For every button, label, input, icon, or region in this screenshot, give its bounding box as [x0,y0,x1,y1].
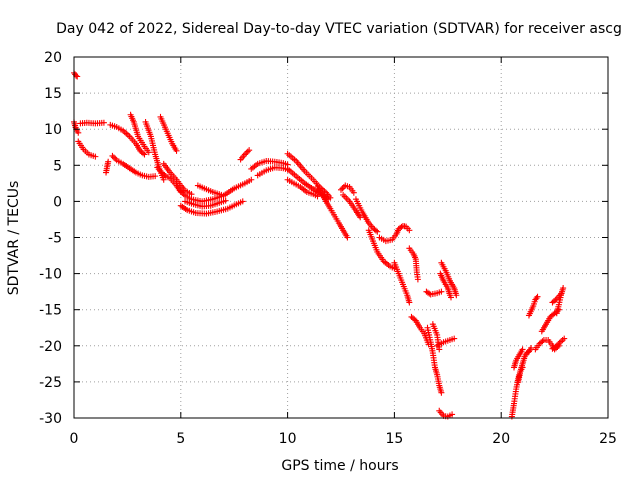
y-tick-label: -15 [39,303,62,319]
data-point [453,292,460,299]
data-point [411,316,418,323]
data-point [539,338,546,345]
data-point [145,149,152,156]
data-point [372,227,379,234]
chart-title: Day 042 of 2022, Sidereal Day-to-day VTE… [56,21,622,37]
y-tick-label: 15 [44,86,62,102]
data-point [438,288,445,295]
data-point [344,234,351,241]
data-point [560,285,567,292]
data-point [222,197,229,204]
data-points [71,69,568,420]
data-point [239,198,246,205]
data-point [340,183,347,190]
data-point [533,295,540,302]
data-point [314,193,321,200]
data-point [246,147,253,154]
y-tick-label: -5 [48,231,62,247]
data-point [109,152,116,159]
axis-ticks: 0 5 10 15 20 25 -30 -25 -20 -15 -10 -5 0 5 10 15 20 [39,50,617,447]
data-point [92,153,99,160]
data-point [534,293,541,300]
data-point [406,227,413,234]
data-point [561,335,568,342]
data-point [141,151,148,158]
data-point [243,150,250,157]
data-point [180,191,187,198]
x-tick-label: 10 [279,431,297,447]
x-tick-label: 5 [176,431,185,447]
y-tick-label: 5 [53,158,62,174]
data-point [112,155,119,162]
y-tick-label: -20 [39,339,62,355]
y-tick-label: 0 [53,194,62,210]
x-tick-label: 15 [385,431,403,447]
data-point [449,411,456,418]
data-point [248,176,255,183]
data-point [438,389,445,396]
x-axis-label: GPS time / hours [281,458,398,474]
y-tick-label: -30 [39,411,62,427]
data-point [558,290,565,297]
data-point [179,189,186,196]
data-point [338,186,344,193]
data-point [105,158,112,165]
data-point [110,154,117,161]
data-point [350,189,357,196]
data-point [406,299,413,306]
data-point [339,185,346,192]
x-tick-label: 0 [70,431,79,447]
data-point [241,151,248,158]
y-tick-label: 20 [44,50,62,66]
y-axis-label: SDTVAR / TECUs [6,181,22,296]
x-tick-label: 25 [599,431,617,447]
data-point [528,344,535,351]
data-point [553,342,560,349]
x-tick-label: 20 [492,431,510,447]
data-point [173,147,180,154]
data-point [414,276,421,283]
data-point [177,188,184,195]
data-point [552,297,559,304]
data-point [160,176,167,183]
y-tick-label: -10 [39,267,62,283]
data-point [152,173,159,180]
data-point [188,191,195,198]
data-point [74,73,81,80]
data-point [218,191,225,198]
data-point [555,341,562,348]
data-point [100,119,107,126]
data-point [244,148,251,155]
data-point [556,339,563,346]
data-point [357,214,364,221]
data-point [374,228,381,235]
grid [74,57,608,418]
y-tick-label: 10 [44,122,62,138]
y-tick-label: -25 [39,375,62,391]
data-point [140,150,147,157]
data-point [519,346,526,353]
data-point [451,335,458,342]
data-point [161,171,168,178]
data-point [75,129,82,136]
data-point [448,294,455,301]
